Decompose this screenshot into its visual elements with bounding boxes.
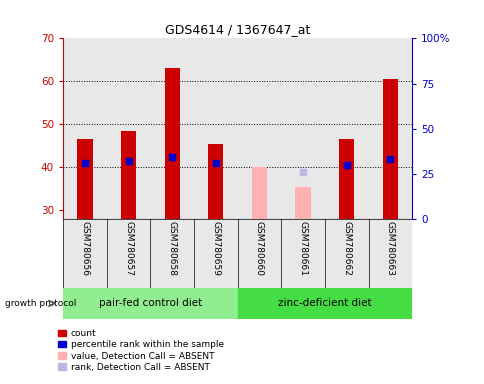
Text: growth protocol: growth protocol [5,299,76,308]
Bar [281,38,324,219]
Text: GSM780661: GSM780661 [298,221,307,276]
Text: GSM780656: GSM780656 [80,221,89,276]
Bar [164,68,180,219]
Bar [194,38,237,219]
Text: GSM780663: GSM780663 [385,221,394,276]
Bar [77,139,92,219]
Bar [150,38,194,219]
Bar [237,219,281,288]
Text: GSM780657: GSM780657 [124,221,133,276]
Bar [251,167,267,219]
Bar [324,38,368,219]
Bar [150,219,194,288]
Bar [63,38,106,219]
Bar [106,38,150,219]
Bar [324,219,368,288]
Bar [121,131,136,219]
Bar [106,219,150,288]
Bar [368,38,411,219]
Bar [237,288,411,319]
Text: zinc-deficient diet: zinc-deficient diet [277,298,371,308]
Bar [295,187,310,219]
Text: GSM780659: GSM780659 [211,221,220,276]
Legend: count, percentile rank within the sample, value, Detection Call = ABSENT, rank, : count, percentile rank within the sample… [58,329,223,372]
Bar [63,288,237,319]
Text: pair-fed control diet: pair-fed control diet [99,298,201,308]
Bar [63,219,106,288]
Title: GDS4614 / 1367647_at: GDS4614 / 1367647_at [165,23,310,36]
Bar [338,139,354,219]
Bar [281,219,324,288]
Bar [237,38,281,219]
Bar [368,219,411,288]
Text: GSM780658: GSM780658 [167,221,176,276]
Bar [208,144,223,219]
Bar [382,79,397,219]
Text: GSM780660: GSM780660 [255,221,263,276]
Text: GSM780662: GSM780662 [342,221,350,276]
Bar [194,219,237,288]
